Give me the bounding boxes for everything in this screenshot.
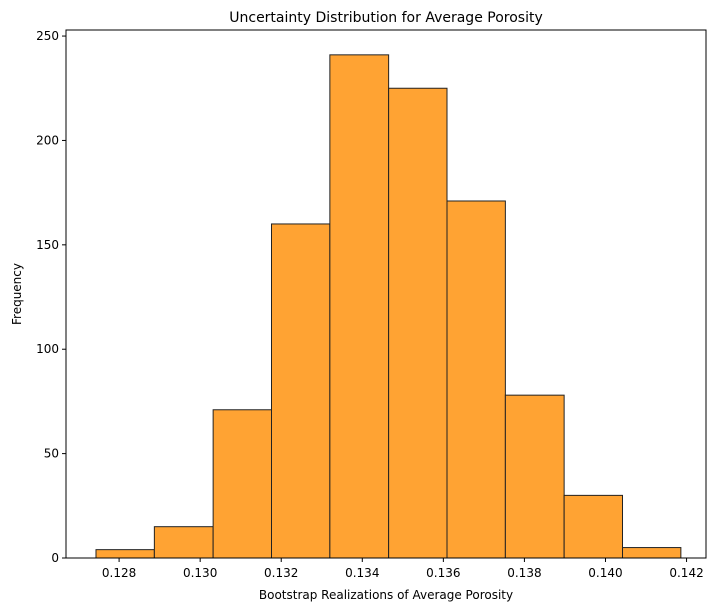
histogram-bar <box>153 526 214 559</box>
plot-frame <box>65 29 707 559</box>
y-tick-label: 150 <box>36 238 59 252</box>
y-tick-label: 0 <box>51 551 59 565</box>
y-tick-label: 200 <box>36 133 59 147</box>
x-tick-label: 0.130 <box>183 566 217 580</box>
x-tick-label: 0.136 <box>426 566 460 580</box>
histogram-bar <box>446 200 506 559</box>
y-axis-ticks: 0 50 100 150 200 250 <box>36 29 66 565</box>
histogram-bar <box>95 549 155 559</box>
bars-group <box>95 54 682 559</box>
histogram-bar <box>504 394 565 559</box>
histogram-bar <box>622 547 682 559</box>
histogram-bar <box>388 87 448 559</box>
x-axis-ticks: 0.128 0.130 0.132 0.134 0.136 0.138 0.140 0.142 <box>102 558 704 580</box>
histogram-bar <box>212 409 272 559</box>
histogram-bar <box>329 54 390 559</box>
x-tick-label: 0.134 <box>345 566 379 580</box>
chart-title: Uncertainty Distribution for Average Por… <box>229 10 543 26</box>
x-tick-label: 0.142 <box>669 566 703 580</box>
y-tick-label: 250 <box>36 29 59 43</box>
y-tick-label: 100 <box>36 342 59 356</box>
histogram-bar <box>563 494 624 559</box>
y-tick-label: 50 <box>44 447 59 461</box>
x-tick-label: 0.138 <box>507 566 541 580</box>
histogram-bar <box>270 223 331 559</box>
x-tick-label: 0.132 <box>264 566 298 580</box>
y-axis-label: Frequency <box>10 263 24 325</box>
x-tick-label: 0.140 <box>588 566 622 580</box>
x-axis-label: Bootstrap Realizations of Average Porosi… <box>259 588 513 602</box>
x-tick-label: 0.128 <box>102 566 136 580</box>
